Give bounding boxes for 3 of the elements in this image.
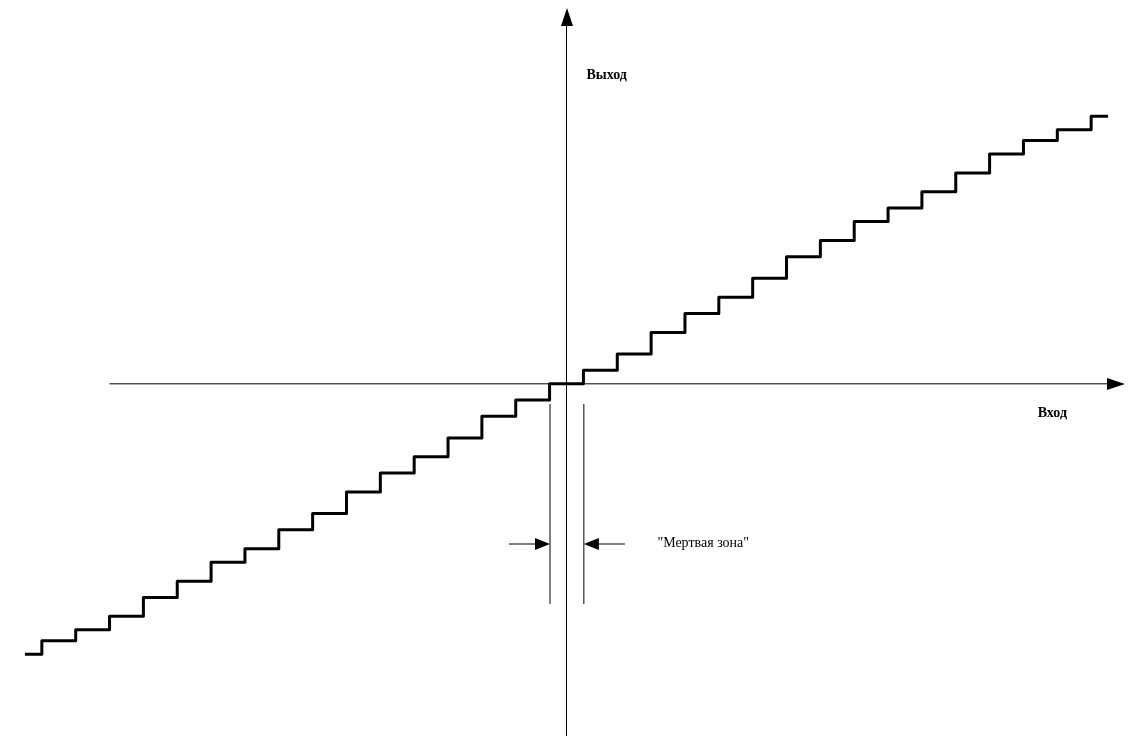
y-axis-title: Выход [586,66,627,82]
annotation: "Мертвая зона" [657,534,749,551]
x-axis-title: Вход [1037,405,1067,421]
